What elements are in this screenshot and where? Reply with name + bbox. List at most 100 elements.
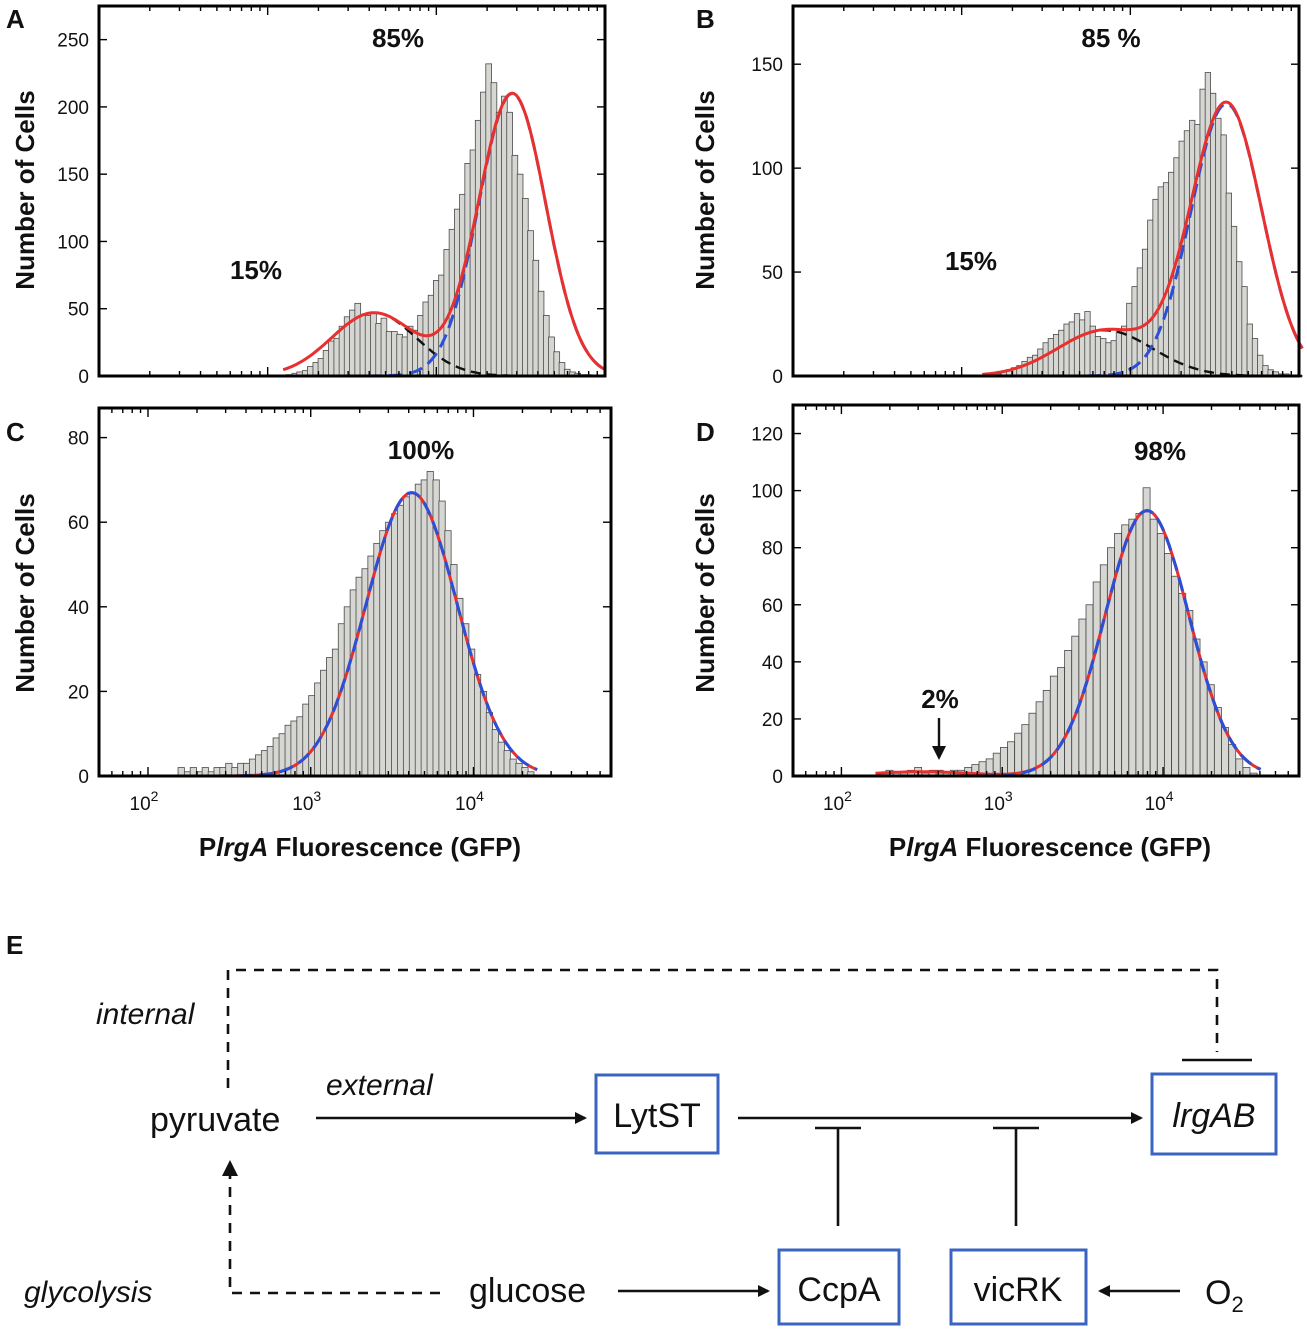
- histogram-bar-d-41: [1171, 575, 1180, 777]
- y-tick-label-d-4: 80: [762, 539, 783, 560]
- histogram-bar-c-10: [237, 762, 245, 777]
- y-tick-label-c-4: 80: [68, 429, 89, 450]
- y-tick-label-c-3: 60: [68, 513, 89, 534]
- histogram-bar-c-15: [266, 745, 274, 777]
- histogram-bar-b-14: [1058, 329, 1065, 377]
- y-tick-label-d-2: 40: [762, 653, 783, 674]
- histogram-bar-c-57: [515, 762, 523, 777]
- y-tick-label-a-5: 250: [57, 31, 89, 52]
- histogram-bar-a-7: [322, 350, 330, 377]
- panel-c-ylabel: Number of Cells: [10, 493, 40, 692]
- y-tick-label-c-0: 0: [78, 767, 89, 788]
- y-tick-label-d-5: 100: [751, 482, 783, 503]
- y-tick-label-d-6: 120: [751, 425, 783, 446]
- histogram-bar-b-39: [1189, 119, 1196, 377]
- histogram-panel-d: 0 20 40 60 80 100 120 102 103 104: [751, 403, 1301, 815]
- x-tick-label-c-2: 104: [455, 788, 484, 815]
- panel-letter-a: A: [6, 4, 25, 34]
- histogram-bar-d-43: [1185, 610, 1194, 777]
- histogram-bar-b-27: [1126, 302, 1133, 377]
- histogram-panel-b: 0 50 100 150: [751, 4, 1304, 388]
- histogram-bar-c-34: [379, 530, 387, 777]
- histogram-bar-b-8: [1026, 356, 1034, 377]
- y-tick-label-d-3: 60: [762, 596, 783, 617]
- panel-d-arrow: [932, 718, 946, 760]
- axes-frame-c: [97, 406, 613, 778]
- histogram-bar-c-24: [320, 669, 328, 777]
- panel-b-ylabel: Number of Cells: [690, 90, 720, 289]
- histogram-bar-b-25: [1115, 329, 1123, 377]
- histogram-bar-b-12: [1047, 338, 1054, 377]
- fit-total-a: [282, 91, 606, 372]
- histogram-bar-b-19: [1084, 311, 1091, 377]
- histogram-bar-c-33: [373, 542, 381, 777]
- y-tick-label-b-0: 0: [772, 367, 783, 388]
- panel-a-annotation-85: 85%: [372, 23, 424, 53]
- histogram-bar-d-25: [1057, 667, 1065, 777]
- panel-b-annotation-85: 85 %: [1081, 23, 1140, 53]
- histogram-bar-c-12: [248, 758, 257, 777]
- histogram-bar-b-46: [1225, 192, 1232, 377]
- histogram-bar-d-18: [1007, 741, 1015, 777]
- histogram-bar-c-23: [314, 682, 322, 777]
- node-o2: O2: [1205, 1274, 1244, 1317]
- panel-letter-b: B: [696, 4, 715, 34]
- y-tick-label-b-1: 50: [762, 263, 783, 284]
- y-tick-label-c-2: 40: [68, 598, 89, 619]
- y-tick-label-a-4: 200: [57, 98, 89, 119]
- axes-frame-b: [791, 4, 1301, 378]
- node-lrgab-label: lrgAB: [1172, 1097, 1255, 1135]
- label-internal: internal: [96, 998, 196, 1031]
- histogram-bar-c-53: [491, 729, 499, 777]
- panel-c-xlabel: PlrgA Fluorescence (GFP): [199, 832, 521, 862]
- histogram-bar-b-47: [1230, 225, 1238, 377]
- histogram-bar-d-34: [1121, 524, 1130, 777]
- histogram-bar-b-18: [1079, 319, 1086, 377]
- histogram-bar-b-29: [1136, 267, 1143, 377]
- histogram-bar-d-21: [1028, 712, 1037, 777]
- histogram-bar-c-50: [474, 674, 482, 777]
- histogram-bar-b-38: [1183, 130, 1191, 377]
- y-tick-label-d-1: 20: [762, 710, 783, 731]
- histogram-bar-d-20: [1021, 724, 1030, 777]
- histogram-bar-d-40: [1164, 553, 1172, 777]
- histogram-bar-c-37: [397, 504, 405, 777]
- y-tick-label-a-3: 150: [57, 165, 89, 186]
- histogram-bar-b-41: [1199, 88, 1206, 377]
- histogram-bar-b-49: [1241, 286, 1248, 377]
- histogram-panel-c: 0 20 40 60 80 102 103 104: [68, 406, 613, 815]
- histogram-bar-c-36: [391, 513, 399, 777]
- histogram-bar-c-39: [408, 492, 417, 777]
- histogram-bar-b-11: [1042, 342, 1049, 377]
- histogram-bar-d-35: [1128, 518, 1137, 777]
- node-pyruvate: pyruvate: [150, 1101, 280, 1139]
- histogram-bar-c-41: [420, 479, 428, 777]
- y-tick-label-a-0: 0: [78, 367, 89, 388]
- histogram-bar-b-34: [1162, 182, 1170, 377]
- histogram-bar-b-42: [1204, 72, 1212, 377]
- histogram-bar-d-17: [1000, 747, 1008, 777]
- histogram-bar-b-15: [1063, 323, 1070, 377]
- node-lytst-label: LytST: [613, 1097, 701, 1135]
- edge-ccpa-inhibit: [815, 1126, 861, 1226]
- histogram-bar-c-29: [349, 589, 357, 777]
- fit-total-b: [982, 100, 1304, 376]
- histogram-bar-c-16: [272, 737, 280, 777]
- panel-c-annotation-100: 100%: [388, 435, 455, 465]
- histogram-bar-c-56: [509, 758, 517, 777]
- histogram-bar-b-50: [1246, 323, 1253, 377]
- histogram-bar-c-40: [414, 483, 422, 777]
- histogram-bar-a-8: [328, 340, 335, 377]
- histogram-bar-b-43: [1210, 92, 1217, 377]
- y-tick-label-b-2: 100: [751, 159, 783, 180]
- histogram-bar-b-22: [1100, 338, 1107, 377]
- histogram-bar-b-17: [1073, 313, 1081, 377]
- y-tick-label-a-1: 50: [68, 300, 89, 321]
- histogram-bar-d-39: [1156, 533, 1165, 777]
- label-glycolysis: glycolysis: [24, 1276, 152, 1309]
- histogram-bar-c-28: [343, 606, 351, 777]
- histogram-bar-d-19: [1014, 732, 1023, 777]
- node-ccpa-label: CcpA: [797, 1271, 880, 1309]
- panel-letter-c: C: [6, 417, 25, 447]
- fit-component-c-overlay: [174, 491, 538, 778]
